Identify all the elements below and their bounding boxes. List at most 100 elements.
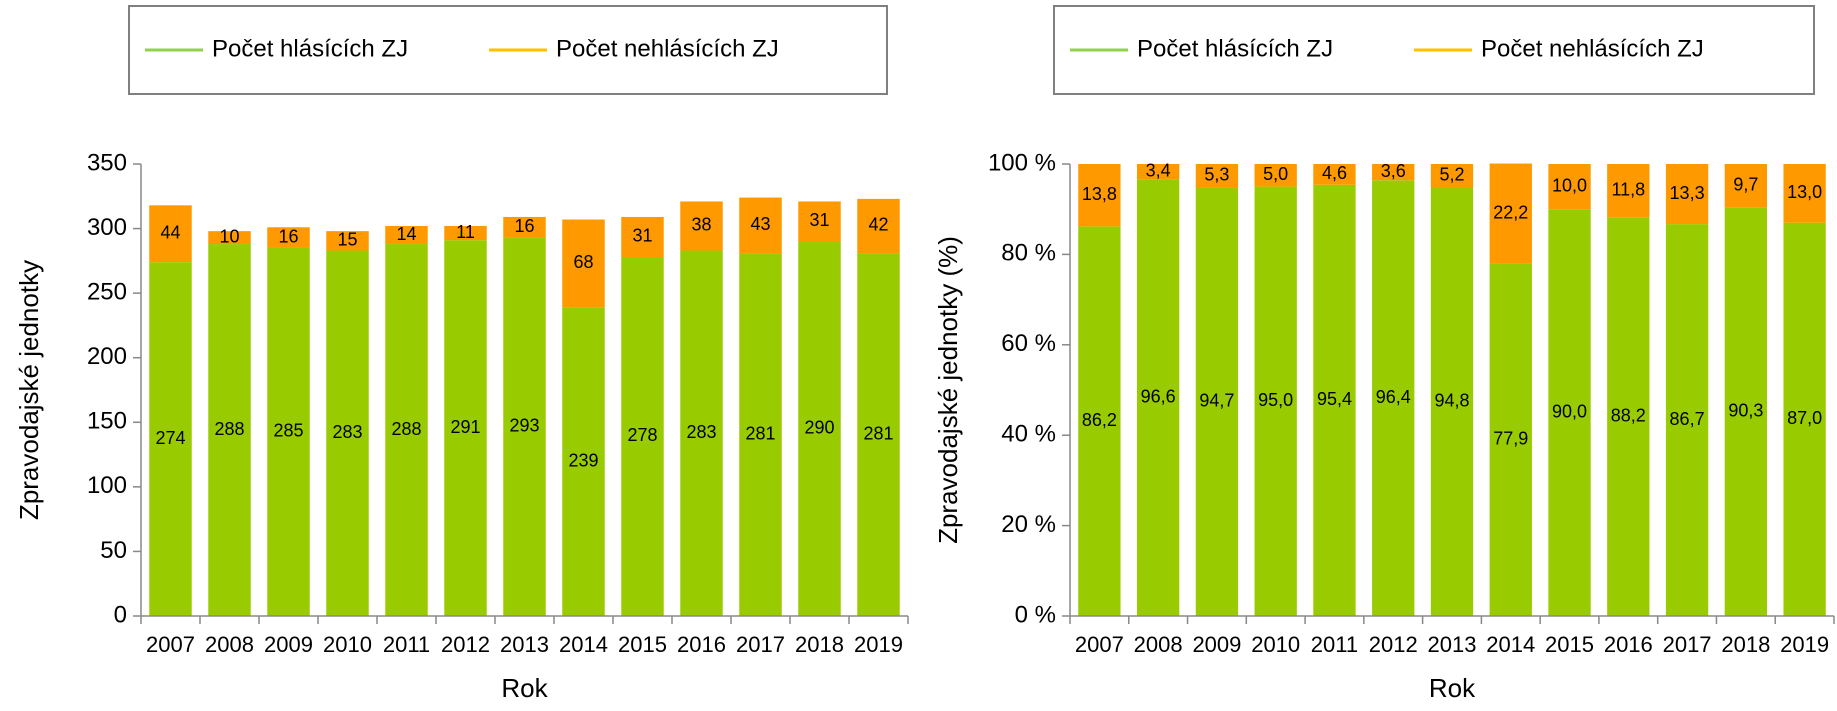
bar-segment <box>1372 164 1415 181</box>
data-label: 96,6 <box>1141 386 1176 406</box>
bar-segment <box>1254 186 1297 616</box>
y-tick-label: 100 <box>87 472 127 499</box>
data-label: 94,8 <box>1434 391 1469 411</box>
x-tick-label: 2009 <box>264 632 313 657</box>
data-label: 13,8 <box>1082 184 1117 204</box>
x-tick-label: 2015 <box>618 632 667 657</box>
y-tick-label: 300 <box>87 214 127 241</box>
bar-segment <box>444 225 487 241</box>
data-label: 10 <box>219 226 239 246</box>
data-label: 5,3 <box>1204 165 1229 185</box>
x-tick-label: 2008 <box>1134 632 1183 657</box>
data-label: 95,4 <box>1317 389 1352 409</box>
bar-segment <box>503 216 546 238</box>
x-tick-label: 2012 <box>1369 632 1418 657</box>
data-label: 31 <box>632 226 652 246</box>
bar-segment <box>621 216 664 257</box>
x-tick-label: 2011 <box>1311 632 1358 657</box>
data-label: 43 <box>750 214 770 234</box>
bar-segment <box>621 256 664 616</box>
bar-segment <box>1195 164 1239 188</box>
bar-segment <box>208 244 251 616</box>
data-label: 15 <box>337 230 357 250</box>
legend-label: Počet nehlásících ZJ <box>1481 35 1704 62</box>
x-tick-label: 2011 <box>383 632 430 657</box>
x-tick-label: 2010 <box>323 632 372 657</box>
bar-segment <box>1313 164 1356 185</box>
data-label: 77,9 <box>1493 429 1528 449</box>
bar-segment <box>1078 226 1121 616</box>
data-label: 87,0 <box>1787 408 1822 428</box>
data-label: 42 <box>868 215 888 235</box>
bar-segment <box>562 307 605 616</box>
data-label: 11,8 <box>1611 179 1645 199</box>
bar-segment <box>1372 180 1415 616</box>
data-label: 11 <box>456 222 475 242</box>
x-tick-label: 2017 <box>1663 632 1712 657</box>
bar-segment <box>562 219 605 308</box>
x-tick-label: 2019 <box>1780 632 1829 657</box>
y-axis-title: Zpravodajské jednotky (%) <box>933 236 963 544</box>
bar-segment <box>798 241 841 616</box>
y-tick-label: 100 % <box>988 149 1056 176</box>
y-tick-label: 150 <box>87 408 127 435</box>
bar-segment <box>503 237 546 616</box>
bar-segment <box>1136 164 1180 180</box>
bar-segment <box>1430 187 1474 616</box>
x-tick-label: 2009 <box>1192 632 1241 657</box>
data-label: 5,2 <box>1439 165 1464 185</box>
bar-segment <box>1665 224 1709 616</box>
data-label: 95,0 <box>1258 390 1293 410</box>
bar-segment <box>739 197 782 254</box>
data-label: 16 <box>514 216 534 236</box>
bar-segment <box>1489 263 1532 616</box>
y-tick-label: 20 % <box>1001 511 1056 538</box>
bar-segment <box>444 240 487 617</box>
data-label: 288 <box>391 419 421 439</box>
x-tick-label: 2016 <box>1604 632 1653 657</box>
data-label: 96,4 <box>1376 387 1411 407</box>
data-label: 38 <box>691 215 711 235</box>
bar-segment <box>208 231 251 245</box>
y-tick-label: 250 <box>87 278 127 305</box>
x-tick-label: 2015 <box>1545 632 1594 657</box>
bar-segment <box>1136 179 1180 617</box>
bar-segment <box>385 225 428 245</box>
bar-segment <box>1724 207 1768 616</box>
data-label: 291 <box>450 417 480 437</box>
bar-segment <box>1724 164 1768 208</box>
bar-segment <box>326 231 369 251</box>
data-label: 3,4 <box>1146 160 1171 180</box>
data-label: 4,6 <box>1322 163 1347 183</box>
bar-segment <box>1254 164 1297 187</box>
legend-box <box>1053 5 1815 95</box>
x-tick-label: 2017 <box>736 632 785 657</box>
data-label: 274 <box>155 428 185 448</box>
bar-segment <box>739 253 782 616</box>
y-tick-label: 0 % <box>1015 601 1056 628</box>
bar-segment <box>1783 222 1826 616</box>
bar-segment <box>857 253 900 616</box>
y-tick-label: 80 % <box>1001 240 1056 267</box>
x-tick-label: 2018 <box>795 632 844 657</box>
data-label: 10,0 <box>1552 175 1587 195</box>
x-tick-label: 2013 <box>1428 632 1477 657</box>
data-label: 90,0 <box>1552 401 1587 421</box>
bar-segment <box>680 201 723 251</box>
bar-segment <box>1195 187 1239 616</box>
bar-segment <box>1607 164 1650 218</box>
data-label: 86,2 <box>1082 410 1117 430</box>
data-label: 290 <box>804 417 834 437</box>
x-tick-label: 2019 <box>854 632 903 657</box>
data-label: 22,2 <box>1493 202 1528 222</box>
x-tick-label: 2018 <box>1721 632 1770 657</box>
bar-segment <box>1607 217 1650 616</box>
y-tick-label: 0 <box>114 601 127 628</box>
data-label: 278 <box>627 425 657 445</box>
bar-segment <box>857 198 900 254</box>
bar-segment <box>1313 184 1356 617</box>
bar-segment <box>385 244 428 616</box>
x-tick-label: 2014 <box>1486 632 1535 657</box>
data-label: 281 <box>863 423 893 443</box>
data-label: 13,3 <box>1670 183 1705 203</box>
